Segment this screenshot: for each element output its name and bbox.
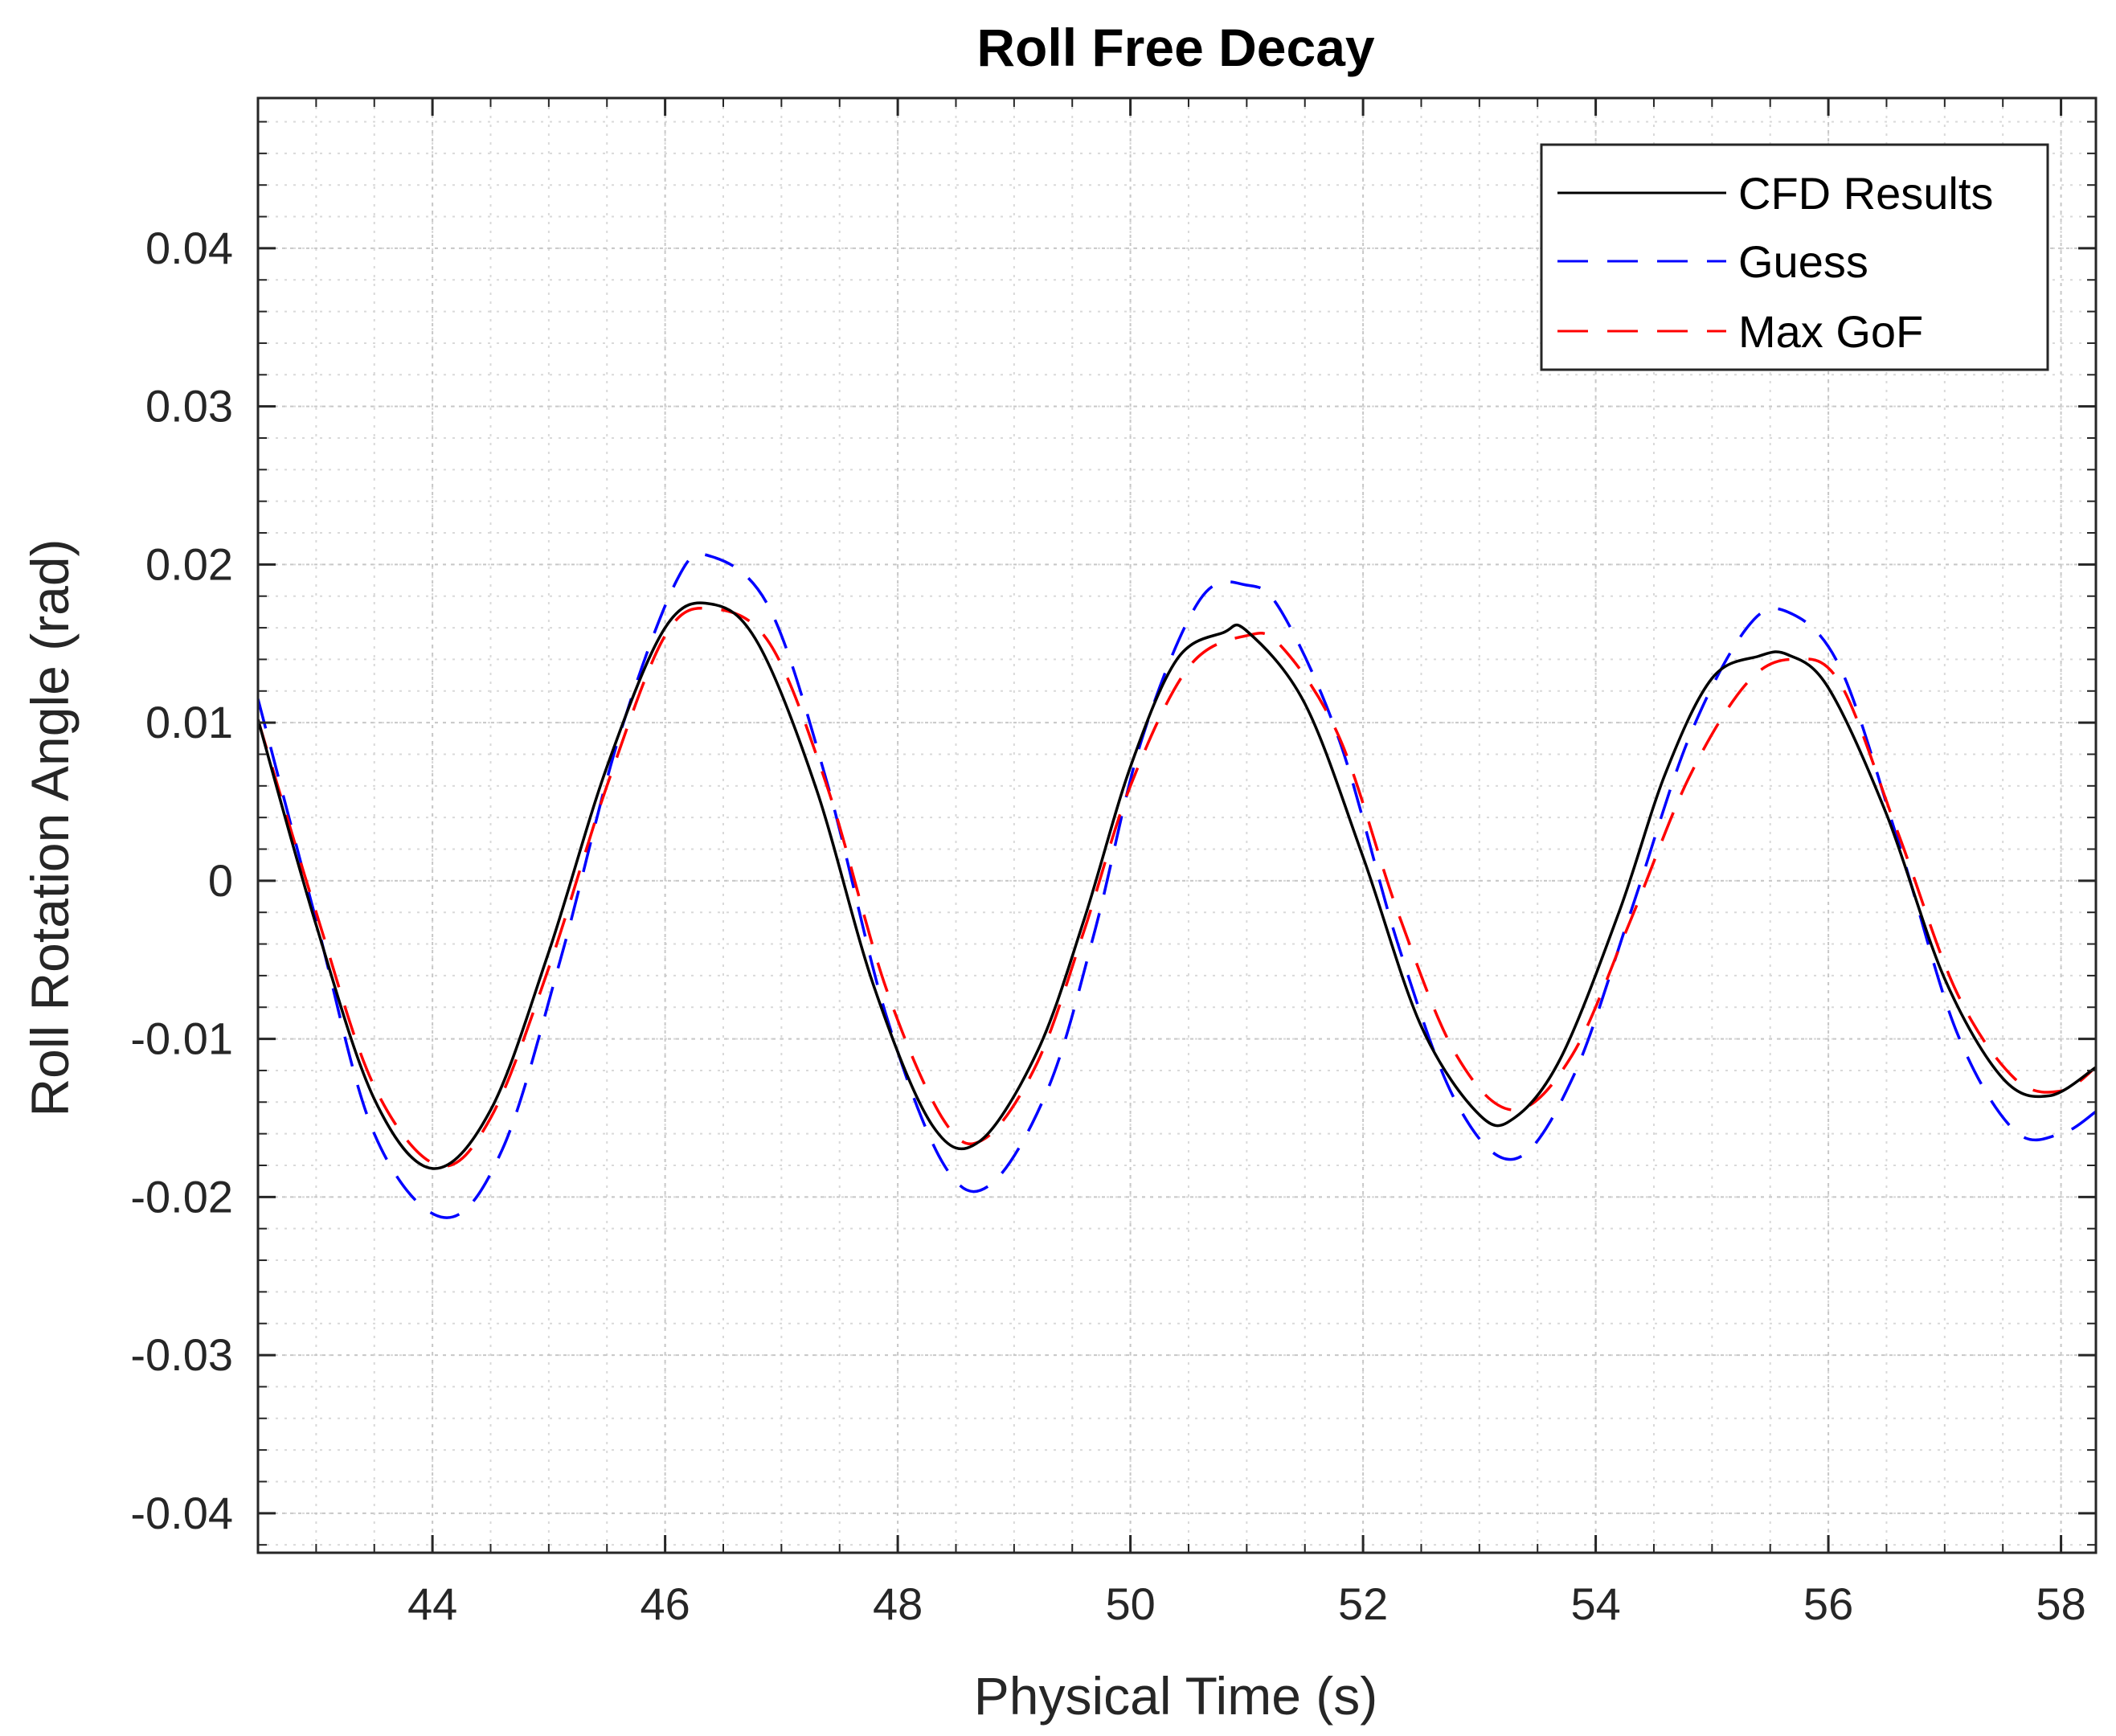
legend-label-cfd-results: CFD Results [1738, 168, 1993, 219]
y-tick-label: -0.02 [130, 1171, 233, 1222]
x-tick-label: 52 [1338, 1578, 1388, 1629]
y-tick-label: -0.01 [130, 1013, 233, 1064]
y-tick-label: 0.03 [145, 381, 233, 432]
x-tick-label: 46 [640, 1578, 690, 1629]
chart-title: Roll Free Decay [976, 18, 1375, 77]
x-tick-label: 44 [407, 1578, 457, 1629]
y-tick-label: 0.04 [145, 223, 233, 273]
x-tick-label: 56 [1803, 1578, 1853, 1629]
x-axis-label: Physical Time (s) [974, 1666, 1377, 1726]
series-line-cfd-results [258, 601, 2096, 1170]
x-tick-label: 48 [873, 1578, 923, 1629]
major-grid [258, 98, 2096, 1553]
y-tick-label: 0.02 [145, 538, 233, 589]
axes-frame [256, 96, 2098, 1554]
tick-marks [257, 98, 2096, 1553]
legend-label-guess: Guess [1738, 236, 1868, 287]
y-tick-label: 0 [208, 855, 233, 906]
series-line-max-gof [258, 607, 2096, 1168]
y-axis-label: Roll Rotation Angle (rad) [20, 538, 80, 1116]
y-tick-label: -0.04 [130, 1488, 233, 1538]
x-tick-label: 58 [2036, 1578, 2085, 1629]
y-tick-label: 0.01 [145, 697, 233, 747]
legend-label-max-gof: Max GoF [1738, 306, 1923, 357]
series-layer [258, 552, 2096, 1219]
plot-border [256, 96, 2098, 1554]
legend: CFD Results Guess Max GoF [1540, 143, 2049, 371]
y-tick-label: -0.03 [130, 1329, 233, 1380]
y-tick-labels: 0.04 0.03 0.02 0.01 0 -0.01 -0.02 -0.03 -0.04 [130, 223, 233, 1538]
x-tick-label: 54 [1570, 1578, 1620, 1629]
x-tick-labels: 44 46 48 50 52 54 56 58 [407, 1578, 2086, 1629]
x-tick-label: 50 [1105, 1578, 1155, 1629]
